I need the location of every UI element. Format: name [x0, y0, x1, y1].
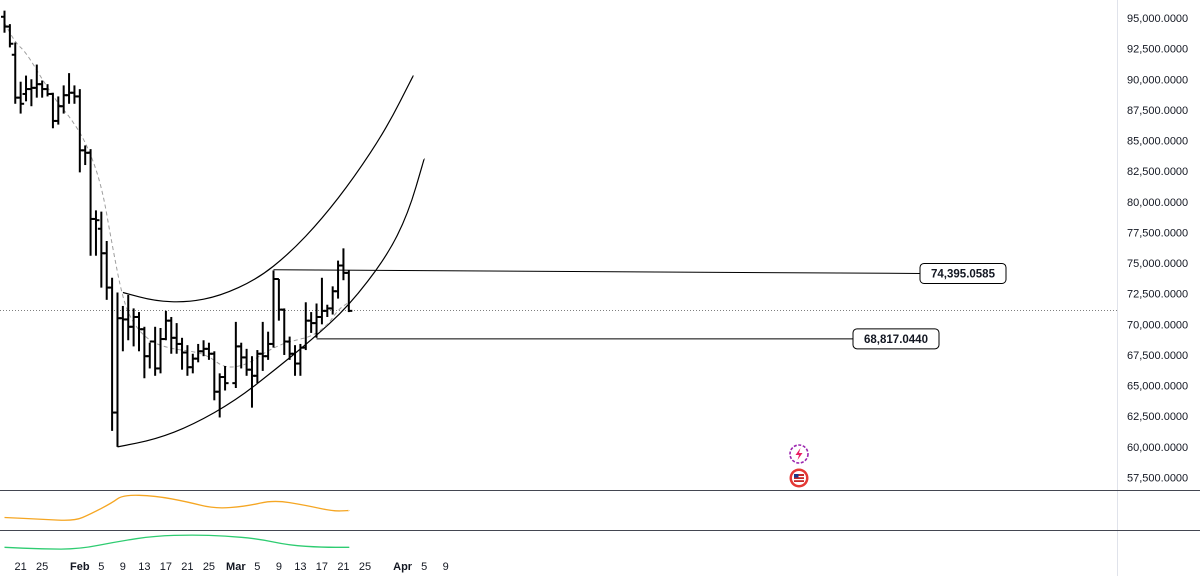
- y-tick-label: 77,500.0000: [1127, 227, 1188, 239]
- event-icons: [789, 444, 809, 488]
- x-tick-label: 5: [421, 561, 427, 573]
- y-tick-label: 87,500.0000: [1127, 105, 1188, 117]
- lightning-icon[interactable]: [789, 444, 809, 464]
- x-tick-label: Feb: [70, 561, 90, 573]
- annotation-label: 74,395.0585: [931, 268, 996, 280]
- x-tick-label: 21: [337, 561, 349, 573]
- x-tick-label: 25: [359, 561, 371, 573]
- y-tick-label: 60,000.0000: [1127, 442, 1188, 454]
- indicator-panels: [4, 494, 350, 550]
- y-tick-label: 67,500.0000: [1127, 350, 1188, 362]
- x-tick-label: Mar: [226, 561, 246, 573]
- x-tick-label: 5: [98, 561, 104, 573]
- annotation-callout[interactable]: 68,817.0440: [316, 328, 940, 350]
- channel-lower-curve: [117, 158, 425, 448]
- x-tick-label: 21: [181, 561, 193, 573]
- x-axis[interactable]: 21 25 Feb 5 9 13 17 21 25 Mar 5 9 13 17 21 25 Apr 5 9: [15, 561, 449, 573]
- y-tick-label: 72,500.0000: [1127, 289, 1188, 301]
- y-axis[interactable]: 95,000.0000 92,500.0000 90,000.0000 87,500.…: [1127, 13, 1188, 485]
- indicator-line-orange: [4, 494, 350, 521]
- y-tick-label: 80,000.0000: [1127, 197, 1188, 209]
- x-tick-label: 25: [36, 561, 48, 573]
- indicator-line-green: [4, 534, 350, 550]
- x-tick-label: 5: [254, 561, 260, 573]
- y-tick-label: 62,500.0000: [1127, 411, 1188, 423]
- x-tick-label: 13: [138, 561, 150, 573]
- ohlc-bar[interactable]: [6, 24, 14, 48]
- x-tick-label: 17: [160, 561, 172, 573]
- ohlc-bar[interactable]: [221, 365, 229, 391]
- x-tick-label: Apr: [393, 561, 413, 573]
- curved-channel: [117, 74, 425, 448]
- ohlc-bars: [1, 10, 353, 447]
- ohlc-bar[interactable]: [92, 210, 100, 256]
- y-tick-label: 70,000.0000: [1127, 319, 1188, 331]
- y-tick-label: 65,000.0000: [1127, 381, 1188, 393]
- x-tick-label: 17: [316, 561, 328, 573]
- y-tick-label: 82,500.0000: [1127, 166, 1188, 178]
- x-tick-label: 25: [203, 561, 215, 573]
- x-tick-label: 13: [294, 561, 306, 573]
- x-tick-label: 21: [15, 561, 27, 573]
- ohlc-bar[interactable]: [17, 81, 25, 114]
- price-annotations: 74,395.0585 68,817.0440: [273, 262, 1007, 350]
- x-tick-label: 9: [276, 561, 282, 573]
- channel-upper-curve: [122, 74, 414, 303]
- us-flag-icon[interactable]: [789, 468, 809, 488]
- y-tick-label: 57,500.0000: [1127, 473, 1188, 485]
- x-tick-label: 9: [120, 561, 126, 573]
- y-tick-label: 90,000.0000: [1127, 74, 1188, 86]
- annotation-label: 68,817.0440: [864, 334, 928, 346]
- ohlc-bar[interactable]: [345, 270, 353, 313]
- x-tick-label: 9: [443, 561, 449, 573]
- y-tick-label: 75,000.0000: [1127, 258, 1188, 270]
- annotation-callout[interactable]: 74,395.0585: [273, 262, 1007, 284]
- y-tick-label: 92,500.0000: [1127, 44, 1188, 56]
- y-tick-label: 95,000.0000: [1127, 13, 1188, 25]
- y-tick-label: 85,000.0000: [1127, 136, 1188, 148]
